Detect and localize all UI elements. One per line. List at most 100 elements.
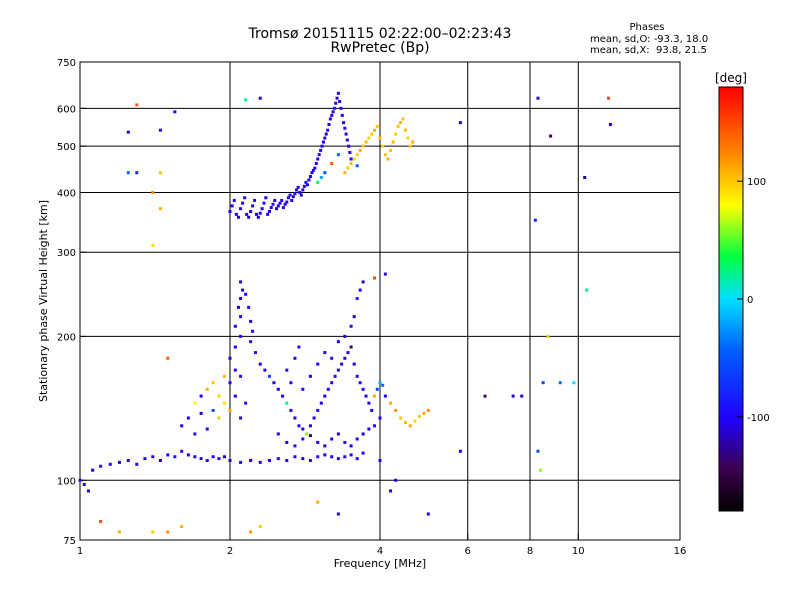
data-point (383, 272, 387, 276)
data-point (386, 157, 390, 161)
data-point (355, 297, 359, 301)
data-point (256, 215, 260, 219)
data-point (426, 512, 430, 516)
data-point (373, 424, 377, 428)
data-point (349, 444, 353, 448)
data-point (539, 468, 543, 472)
data-point (267, 210, 271, 214)
data-point (316, 408, 320, 412)
data-point (258, 96, 262, 100)
data-point (254, 212, 258, 216)
data-point (533, 218, 537, 222)
data-point (401, 117, 405, 121)
data-point (276, 387, 280, 391)
data-point (151, 455, 155, 459)
data-point (239, 334, 243, 338)
data-point (308, 458, 312, 462)
data-point (233, 345, 237, 349)
data-point (370, 408, 374, 412)
data-point (239, 280, 243, 284)
data-point (328, 117, 332, 121)
data-point (158, 171, 162, 175)
data-point (458, 121, 462, 125)
data-point (346, 166, 350, 170)
data-point (334, 101, 338, 105)
data-point (349, 345, 353, 349)
data-point (336, 457, 340, 461)
data-point (276, 432, 280, 436)
data-point (228, 210, 232, 214)
data-point (301, 457, 305, 461)
data-point (99, 519, 103, 523)
data-point (347, 144, 351, 148)
data-point (247, 215, 251, 219)
colorbar-tick-label: 100 (747, 177, 766, 188)
data-point (211, 408, 215, 412)
data-point (166, 453, 170, 457)
data-point (364, 140, 368, 144)
data-point (260, 207, 264, 211)
y-tick-label: 200 (57, 332, 76, 343)
data-point (316, 362, 320, 366)
colorbar-tick-label: 0 (747, 295, 753, 306)
data-point (273, 198, 277, 202)
data-point (336, 340, 340, 344)
data-point (78, 478, 82, 482)
data-point (607, 96, 611, 100)
data-point (373, 128, 377, 132)
data-point (297, 345, 301, 349)
data-point (378, 458, 382, 462)
chart-subtitle: RwPretec (Bp) (330, 40, 430, 56)
data-point (285, 440, 289, 444)
data-point (301, 427, 305, 431)
data-point (263, 368, 267, 372)
data-point (199, 394, 203, 398)
data-point (403, 128, 407, 132)
x-tick-label: 1 (77, 546, 83, 557)
data-point (399, 416, 403, 420)
data-point (389, 489, 393, 493)
data-point (330, 113, 334, 117)
data-point (291, 195, 295, 199)
data-point (536, 449, 540, 453)
data-point (211, 455, 215, 459)
data-point (364, 394, 368, 398)
data-point (158, 207, 162, 211)
data-point (349, 161, 353, 165)
data-point (536, 96, 540, 100)
colorbar-unit: [deg] (715, 71, 747, 85)
data-point (546, 334, 550, 338)
data-point (223, 455, 227, 459)
data-point (361, 280, 365, 284)
data-point (308, 424, 312, 428)
data-point (301, 437, 305, 441)
data-point (335, 96, 339, 100)
data-point (367, 427, 371, 431)
data-point (293, 455, 297, 459)
data-point (293, 192, 297, 196)
data-point (217, 394, 221, 398)
data-point (422, 411, 426, 415)
data-point (323, 351, 327, 355)
data-point (541, 381, 545, 385)
data-point (249, 340, 253, 344)
data-point (340, 113, 344, 117)
data-point (343, 356, 347, 360)
y-tick-label: 100 (57, 476, 76, 487)
data-point (258, 525, 262, 529)
data-point (193, 432, 197, 436)
data-point (302, 184, 306, 188)
data-point (358, 288, 362, 292)
data-point (378, 416, 382, 420)
data-point (173, 455, 177, 459)
data-point (549, 134, 553, 138)
data-point (143, 457, 147, 461)
data-point (394, 408, 398, 412)
data-point (411, 140, 415, 144)
data-point (262, 201, 266, 205)
x-tick-label: 4 (377, 546, 383, 557)
data-point (308, 175, 312, 179)
data-point (348, 150, 352, 154)
data-point (286, 196, 290, 200)
